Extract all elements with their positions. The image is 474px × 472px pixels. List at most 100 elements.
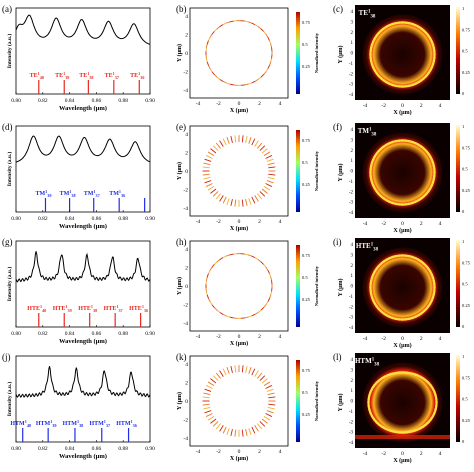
colorbar-title: Normalized intensity: [314, 150, 319, 191]
y-axis-label: Y (µm): [337, 278, 344, 296]
x-axis-label: X (µm): [393, 227, 411, 234]
colorbar-tick-label: 1: [462, 239, 464, 244]
ring-glow: [363, 248, 443, 328]
x-tick-label: 0.82: [38, 98, 48, 104]
x-tick-label: 0.88: [118, 446, 128, 452]
x-axis-label: Wavelength (µm): [59, 453, 107, 460]
mode-label: TM136: [109, 189, 125, 198]
y-tick-label: -2: [183, 70, 188, 76]
panel-label: (e): [176, 122, 186, 132]
x-tick-label: 0.88: [118, 331, 128, 337]
x-tick-label: -2: [381, 221, 386, 227]
panel-label: (k): [176, 352, 187, 362]
y-tick-label: -2: [349, 305, 354, 310]
mode-label: TE136: [130, 71, 144, 80]
substrate-band: [355, 435, 450, 439]
y-tick-label: 0: [185, 51, 188, 57]
y-tick-label: 0: [185, 284, 188, 290]
x-tick-label: 2: [420, 103, 423, 109]
ring-glow: [363, 133, 443, 213]
x-tick-label: 0: [238, 334, 241, 340]
y-tick-label: -2: [183, 418, 188, 424]
y-axis-label: Intensity (a.u.): [6, 267, 13, 302]
y-tick-label: -2: [349, 190, 354, 195]
x-axis-label: Wavelength (µm): [59, 105, 107, 112]
x-tick-label: 2: [420, 221, 423, 227]
x-tick-label: 4: [279, 219, 282, 225]
colorbar-tick-label: 0.75: [302, 253, 311, 258]
y-tick-label: 4: [185, 247, 188, 253]
y-tick-label: 1: [351, 389, 354, 394]
mode-label: TE139: [55, 71, 69, 80]
colorbar-tick-label: 1: [462, 124, 464, 129]
spectrum-curve: [16, 15, 150, 44]
x-tick-label: -2: [216, 101, 221, 107]
colorbar-tick-label: 0.75: [462, 260, 471, 265]
y-tick-label: 1: [351, 159, 354, 164]
colorbar: [456, 240, 460, 327]
y-tick-label: 2: [351, 379, 354, 384]
panel-label: (b): [176, 4, 187, 14]
y-tick-label: 4: [351, 243, 354, 248]
x-tick-label: -4: [196, 101, 201, 107]
y-tick-label: -3: [349, 431, 354, 436]
colorbar-tick-label: 0.5: [462, 167, 468, 172]
x-tick-label: -2: [381, 103, 386, 109]
x-tick-label: 0.84: [65, 216, 75, 222]
x-tick-label: 2: [258, 219, 261, 225]
y-tick-label: 2: [351, 264, 354, 269]
colorbar-tick-label: 1: [462, 354, 464, 359]
colorbar-tick-label: 0.75: [462, 145, 471, 150]
x-axis-label: X (µm): [393, 109, 411, 116]
x-tick-label: -4: [363, 221, 368, 227]
mode-label: HTM138: [63, 419, 84, 428]
y-tick-label: -2: [349, 72, 354, 77]
colorbar-tick-label: 0.25: [462, 418, 471, 423]
x-tick-label: 2: [258, 101, 261, 107]
mode-label: TM139: [36, 189, 52, 198]
y-axis-label: Intensity (a.u.): [6, 34, 13, 69]
x-tick-label: 0.86: [92, 216, 102, 222]
colorbar-tick-label: 0.75: [462, 375, 471, 380]
panel-label: (l): [333, 352, 342, 362]
x-tick-label: 0.84: [65, 331, 75, 337]
y-tick-label: -3: [349, 316, 354, 321]
x-tick-label: 0.84: [65, 98, 75, 104]
x-tick-label: 0.88: [118, 98, 128, 104]
colorbar-tick-label: 0.25: [302, 297, 311, 302]
x-axis-label: X (µm): [230, 107, 248, 114]
x-tick-label: -4: [196, 334, 201, 340]
mode-label: HTM139: [36, 419, 57, 428]
colorbar-title: Normalized intensity: [314, 265, 319, 306]
x-tick-label: 4: [279, 334, 282, 340]
colorbar: [456, 7, 460, 94]
y-tick-label: 3: [351, 138, 354, 143]
x-tick-label: 0.82: [38, 331, 48, 337]
colorbar-tick-label: 0.5: [462, 397, 468, 402]
mode-label: TE137: [105, 71, 119, 80]
x-tick-label: 0: [401, 451, 404, 457]
x-tick-label: 0: [401, 221, 404, 227]
y-tick-label: -4: [183, 88, 188, 94]
x-tick-label: 0.86: [92, 446, 102, 452]
y-tick-label: 4: [351, 10, 354, 15]
x-tick-label: -4: [196, 219, 201, 225]
y-tick-label: 1: [351, 274, 354, 279]
y-axis-label: Y (µm): [337, 393, 344, 411]
y-axis-label: Y (µm): [176, 392, 183, 410]
plot-frame: [190, 241, 288, 331]
colorbar-tick-label: 0.5: [302, 390, 308, 395]
mode-label: HTM136: [116, 419, 137, 428]
colorbar-tick-label: 0: [462, 209, 465, 214]
y-tick-label: -2: [183, 303, 188, 309]
y-tick-label: -3: [349, 201, 354, 206]
colorbar: [296, 360, 300, 442]
colorbar-tick-label: 0.75: [462, 27, 471, 32]
x-tick-label: 2: [258, 449, 261, 455]
y-tick-label: 3: [351, 20, 354, 25]
y-tick-label: 0: [351, 285, 354, 290]
y-tick-label: -4: [183, 321, 188, 327]
